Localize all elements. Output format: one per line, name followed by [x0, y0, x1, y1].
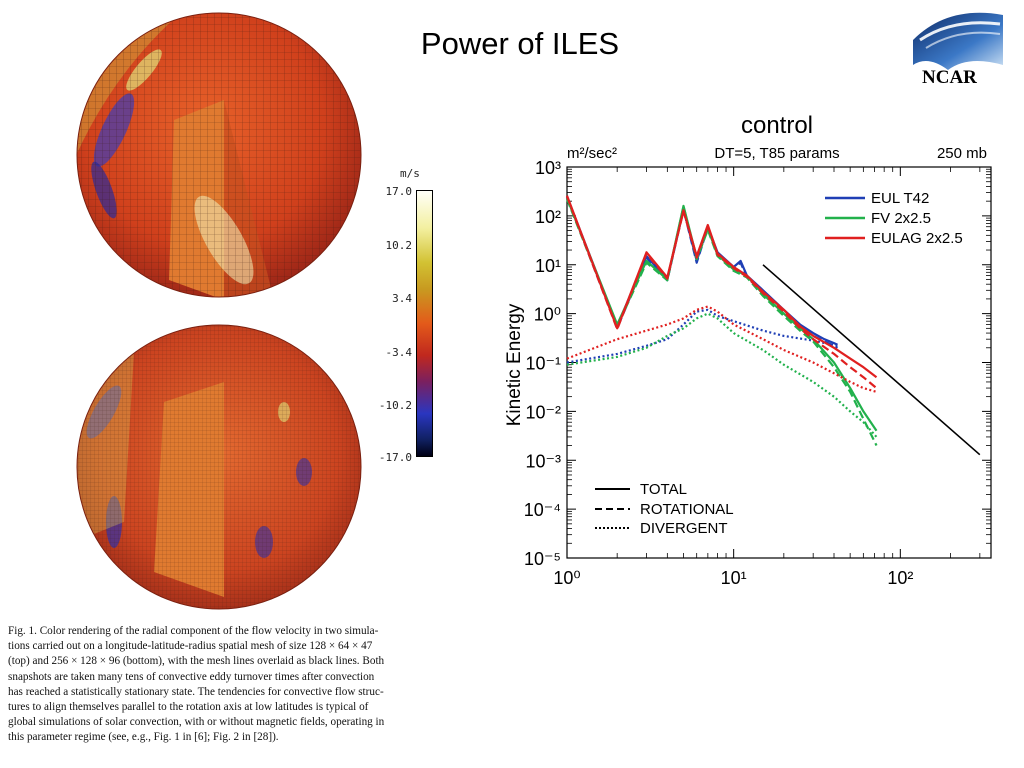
colorbar: m/s 17.0 10.2 3.4 -3.4 -10.2 -17.0: [360, 165, 460, 465]
legend-models: EUL T42 FV 2x2.5 EULAG 2x2.5: [825, 190, 963, 247]
legend-label-rotational: ROTATIONAL: [640, 501, 734, 518]
colorbar-unit: m/s: [400, 167, 420, 180]
caption-line: (top) and 256 × 128 × 96 (bottom), with …: [8, 655, 385, 668]
ncar-logo-icon: [913, 12, 1003, 70]
figure-caption: Fig. 1. Color rendering of the radial co…: [8, 624, 503, 746]
caption-line: has reached a statistically stationary s…: [8, 685, 384, 698]
colorbar-tick: -3.4: [385, 346, 413, 359]
x-tick-label: 10⁰: [553, 568, 580, 588]
caption-line: Fig. 1. Color rendering of the radial co…: [8, 625, 379, 637]
caption-line: global simulations of solar convection, …: [8, 716, 385, 729]
y-tick-label: 10⁻⁴: [524, 500, 561, 520]
y-axis-label: Kinetic Energy: [504, 303, 525, 426]
fv-2x2-5-divergent-line: [566, 312, 878, 438]
legend-components: TOTAL ROTATIONAL DIVERGENT: [595, 481, 734, 537]
y-tick-label: 10⁻²: [525, 402, 561, 422]
legend-label-total: TOTAL: [640, 481, 687, 498]
caption-line: tions carried out on a longitude-latitud…: [8, 640, 373, 653]
colorbar-tick: -10.2: [378, 399, 412, 412]
y-tick-label: 10⁻¹: [525, 354, 561, 374]
colorbar-gradient: [416, 190, 433, 457]
kinetic-energy-chart: control m²/sec² DT=5, T85 params 250 mb …: [504, 112, 992, 588]
eulag-2x2-5-rotational-line: [565, 196, 878, 389]
eulag-2x2-5-divergent-line: [566, 305, 877, 393]
fv-2x2-5-rotational-line: [565, 198, 878, 446]
y-tick-label: 10¹: [535, 256, 561, 276]
colorbar-tick: 17.0: [385, 185, 413, 198]
chart-units-label: m²/sec²: [567, 145, 617, 162]
legend-label-eulag: EULAG 2x2.5: [871, 230, 963, 247]
chart-params-label: DT=5, T85 params: [714, 145, 839, 162]
colorbar-tick: -17.0: [378, 451, 412, 464]
eul-t42-divergent-line: [566, 308, 838, 364]
x-tick-label: 10²: [887, 568, 913, 588]
ncar-logo-text: NCAR: [922, 67, 977, 88]
caption-line: this parameter regime (see, e.g., Fig. 1…: [8, 731, 279, 744]
eulag-2x2-5-total-line: [565, 195, 878, 379]
legend-label-fv: FV 2x2.5: [871, 210, 931, 227]
chart-title: control: [741, 112, 813, 139]
colorbar-tick: 3.4: [392, 292, 412, 305]
y-tick-label: 10⁰: [534, 305, 561, 325]
x-tick-label: 10¹: [721, 568, 747, 588]
caption-line: tures to align themselves parallel to th…: [8, 701, 369, 714]
y-tick-label: 10²: [535, 207, 561, 227]
chart-level-label: 250 mb: [937, 145, 987, 162]
colorbar-tick: 10.2: [385, 239, 413, 252]
reference-reference-slope-line: [762, 264, 981, 456]
legend-label-eul: EUL T42: [871, 190, 929, 207]
y-tick-label: 10⁻³: [525, 451, 561, 471]
caption-line: snapshots are taken many tens of convect…: [8, 670, 375, 683]
slide-title: Power of ILES: [420, 26, 620, 61]
y-tick-label: 10³: [535, 158, 561, 178]
sphere-rendering-bottom: [76, 324, 362, 610]
y-tick-label: 10⁻⁵: [524, 549, 561, 569]
sphere-rendering-top: [76, 12, 362, 298]
legend-label-divergent: DIVERGENT: [640, 520, 728, 537]
